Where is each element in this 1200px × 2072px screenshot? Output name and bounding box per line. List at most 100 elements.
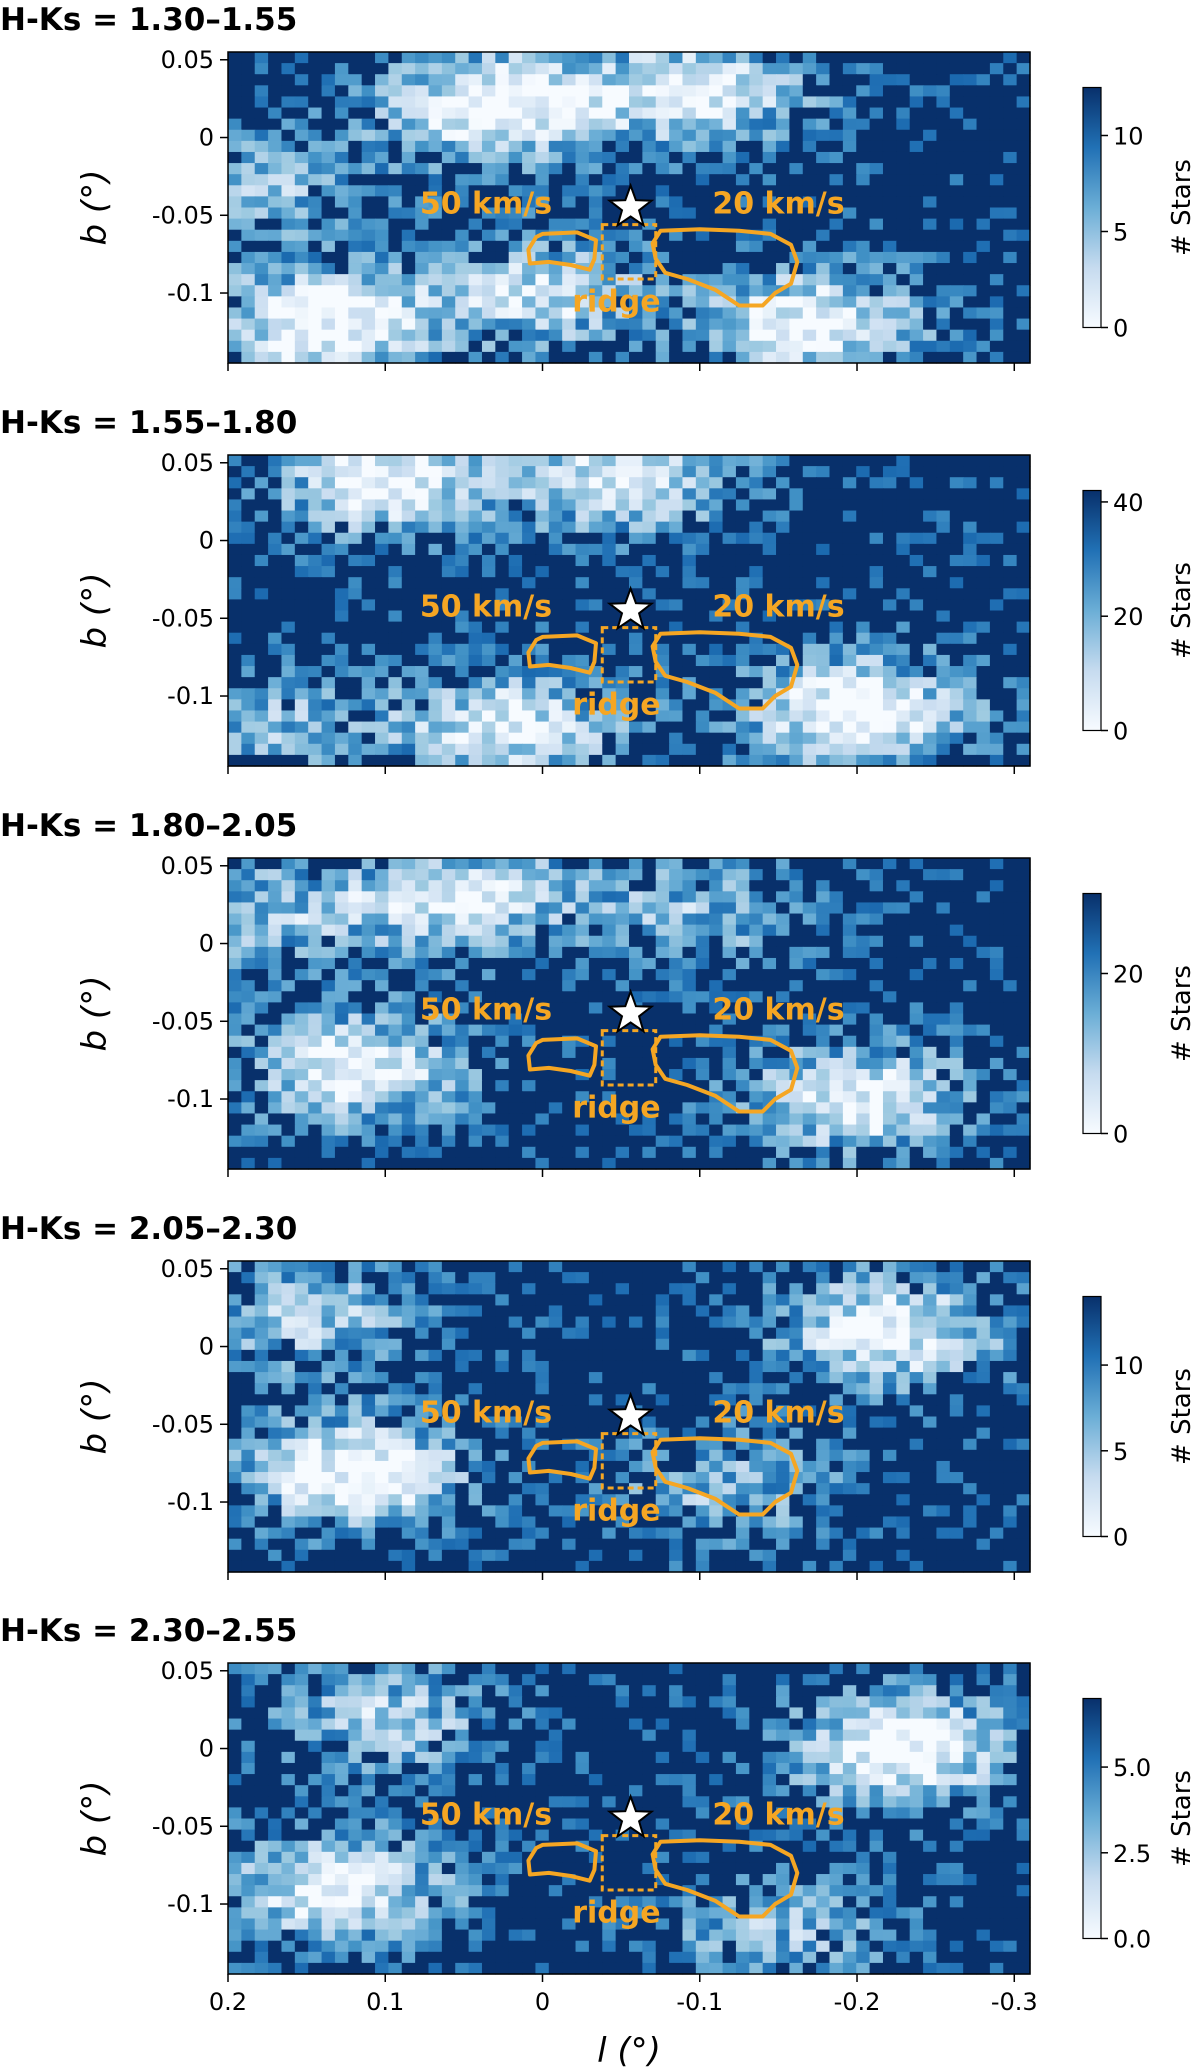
heatmap-cell	[241, 140, 256, 153]
heatmap-cell	[535, 129, 550, 142]
heatmap-cell	[722, 229, 737, 242]
heatmap-cell	[963, 743, 978, 756]
heatmap-cell	[655, 632, 670, 645]
heatmap-cell	[829, 140, 844, 153]
heatmap-cell	[816, 340, 831, 353]
heatmap-cell	[441, 274, 456, 286]
heatmap-cell	[468, 643, 483, 656]
heatmap-cell	[495, 488, 510, 501]
heatmap-cell	[735, 340, 750, 353]
heatmap-cell	[695, 869, 710, 881]
heatmap-cell	[642, 891, 657, 904]
heatmap-cell	[615, 240, 630, 253]
heatmap-cell	[241, 118, 256, 131]
heatmap-cell	[682, 499, 697, 512]
heatmap-cell	[562, 935, 577, 948]
heatmap-cell	[428, 643, 443, 656]
heatmap-cell	[722, 466, 737, 478]
heatmap-cell	[495, 913, 510, 926]
heatmap-cell	[415, 1069, 430, 1081]
heatmap-cell	[682, 218, 697, 231]
heatmap-cell	[655, 1057, 670, 1070]
heatmap-cell	[375, 74, 389, 86]
heatmap-cell	[455, 1069, 470, 1081]
heatmap-cell	[909, 74, 924, 86]
heatmap-cell	[294, 732, 309, 745]
heatmap-cell	[695, 196, 710, 209]
heatmap-cell	[695, 924, 710, 937]
heatmap-cell	[428, 946, 443, 959]
heatmap-cell	[1003, 891, 1018, 904]
heatmap-cell	[602, 151, 617, 164]
heatmap-cell	[375, 935, 389, 948]
heatmap-cell	[949, 74, 964, 86]
heatmap-cell	[321, 285, 336, 297]
heatmap-cell	[481, 499, 496, 512]
heatmap-cell	[334, 1069, 349, 1081]
heatmap-cell	[468, 251, 483, 264]
heatmap-cell	[455, 251, 470, 264]
heatmap-cell	[455, 610, 470, 623]
heatmap-cell	[575, 1046, 590, 1059]
heatmap-cell	[602, 1046, 617, 1059]
heatmap-cell	[842, 499, 857, 512]
heatmap-cell	[495, 891, 510, 904]
heatmap-cell	[936, 477, 951, 489]
heatmap-cell	[682, 340, 697, 353]
heatmap-cell	[735, 107, 750, 120]
heatmap-cell	[669, 1013, 684, 1026]
heatmap-cell	[709, 510, 724, 523]
heatmap-cell	[682, 688, 697, 700]
heatmap-cell	[709, 263, 724, 275]
heatmap-cell	[294, 488, 309, 501]
heatmap-cell	[602, 599, 617, 612]
heatmap-cell	[268, 1046, 283, 1059]
heatmap-cell	[776, 1013, 790, 1026]
heatmap-cell	[856, 499, 871, 512]
heatmap-cell	[682, 1057, 697, 1070]
heatmap-cell	[909, 129, 924, 142]
heatmap-cell	[1016, 1046, 1031, 1059]
heatmap-cell	[1016, 732, 1031, 745]
heatmap-cell	[535, 688, 550, 700]
heatmap-cell	[588, 610, 603, 623]
heatmap-cell	[923, 654, 938, 667]
heatmap-cell	[776, 285, 790, 297]
heatmap-cell	[334, 510, 349, 523]
heatmap-cell	[909, 477, 924, 489]
heatmap-cell	[722, 455, 737, 467]
heatmap-cell	[722, 869, 737, 881]
heatmap-cell	[321, 1080, 336, 1092]
heatmap-cell	[294, 129, 309, 142]
heatmap-cell	[535, 924, 550, 937]
heatmap-cell	[989, 1013, 1004, 1026]
heatmap-cell	[562, 1113, 577, 1126]
heatmap-cell	[976, 488, 991, 501]
heatmap-cell	[388, 329, 403, 342]
heatmap-cell	[575, 969, 590, 981]
heatmap-cell	[268, 980, 283, 992]
heatmap-cell	[829, 632, 844, 645]
heatmap-cell	[615, 754, 630, 767]
heatmap-cell	[334, 218, 349, 231]
heatmap-cell	[1016, 1135, 1031, 1148]
heatmap-cell	[1003, 1035, 1018, 1048]
heatmap-cell	[869, 318, 884, 331]
heatmap-cell	[816, 510, 831, 523]
heatmap-cell	[869, 754, 884, 767]
heatmap-cell	[989, 96, 1004, 109]
heatmap-cell	[428, 1113, 443, 1126]
heatmap-cell	[575, 151, 590, 164]
heatmap-cell	[816, 991, 831, 1003]
heatmap-cell	[294, 274, 309, 286]
heatmap-cell	[669, 240, 684, 253]
heatmap-cell	[682, 1124, 697, 1137]
heatmap-cell	[468, 274, 483, 286]
heatmap-cell	[495, 499, 510, 512]
heatmap-cell	[923, 74, 938, 86]
heatmap-cell	[1016, 577, 1031, 589]
heatmap-cell	[388, 1069, 403, 1081]
heatmap-cell	[642, 240, 657, 253]
heatmap-cell	[816, 1046, 831, 1059]
heatmap-cell	[588, 1080, 603, 1092]
